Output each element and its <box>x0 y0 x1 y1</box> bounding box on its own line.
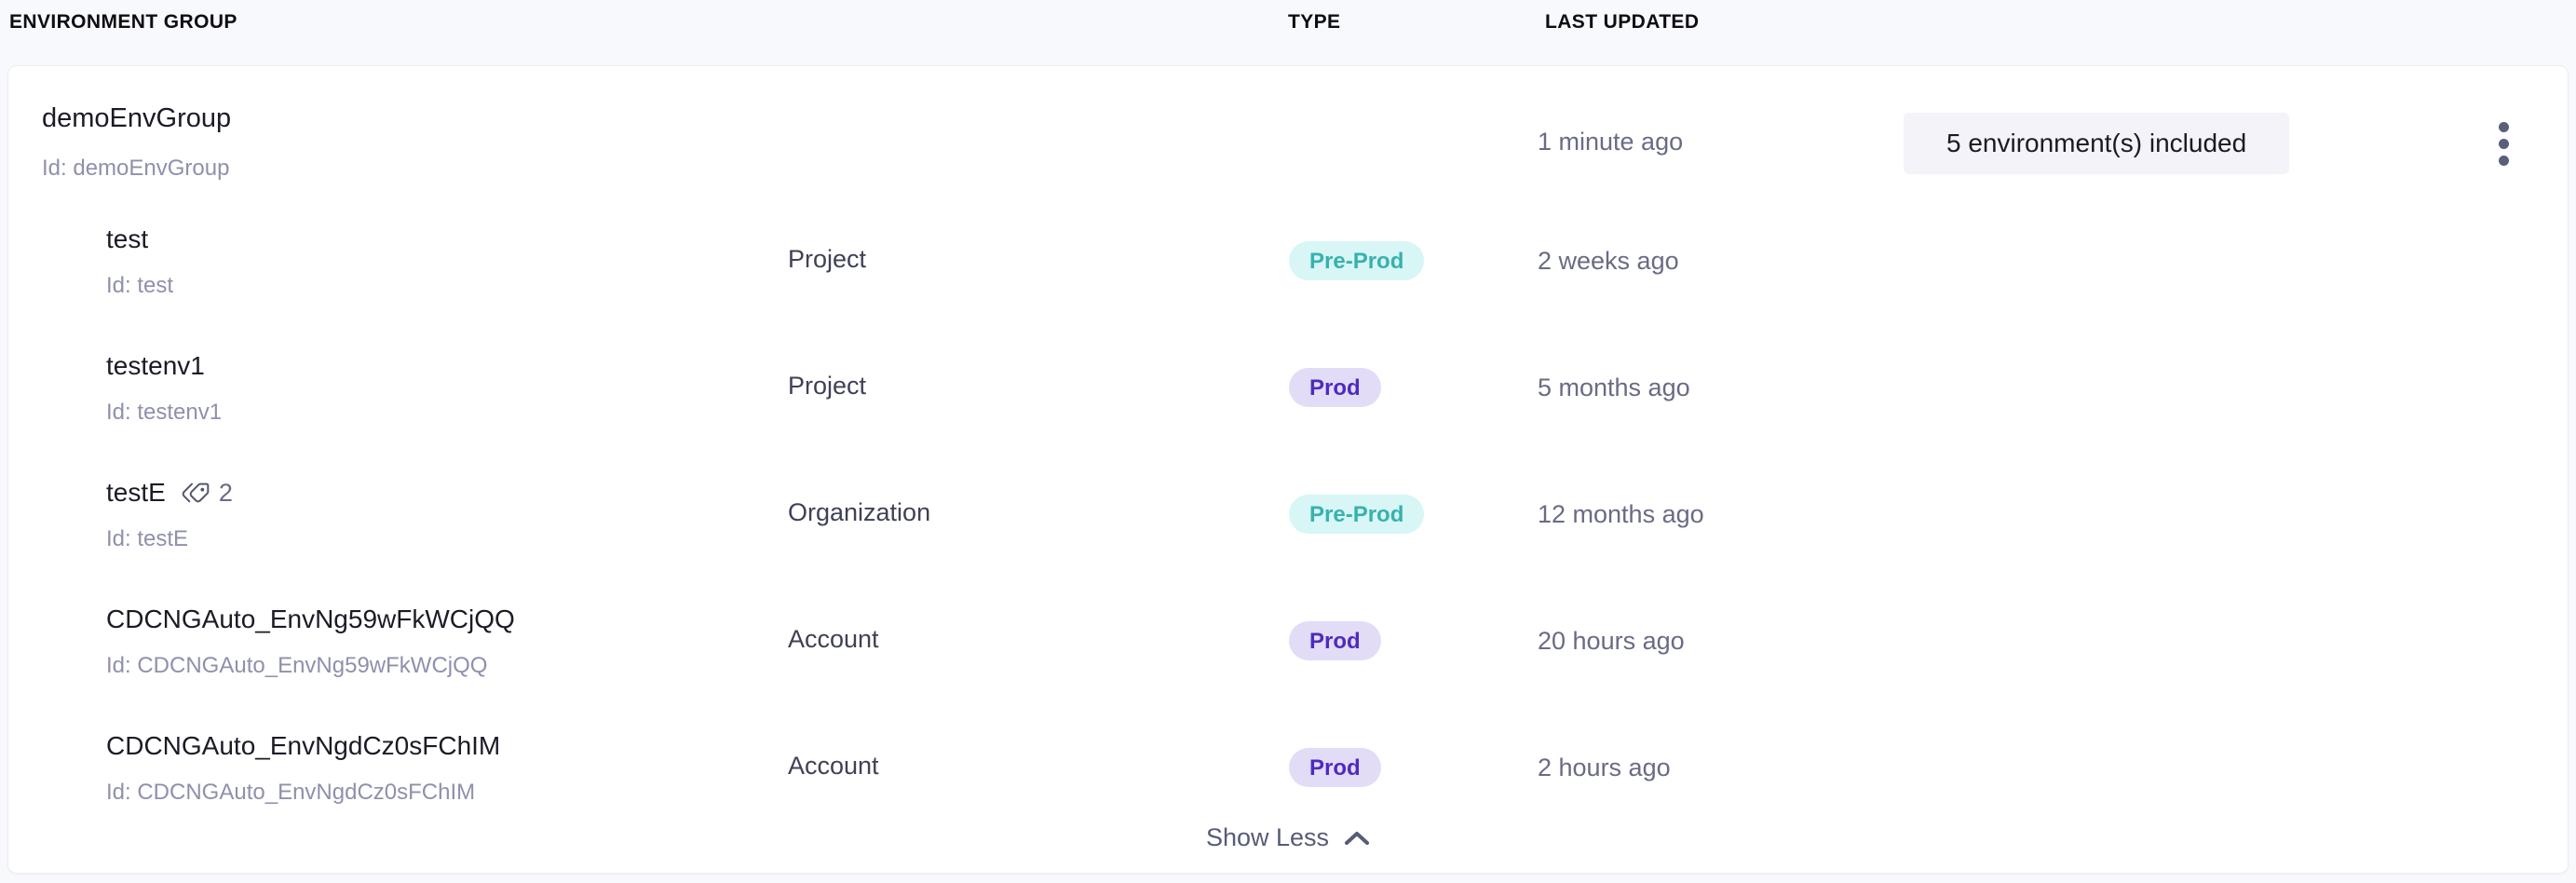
environment-row[interactable]: testenv1 Id: testenv1 Project Prod 5 mon… <box>8 334 2568 461</box>
environment-last-updated: 2 weeks ago <box>1538 247 1679 275</box>
column-header-environment-group: ENVIRONMENT GROUP <box>9 11 237 33</box>
env-type-badge: Prod <box>1289 368 1381 407</box>
environment-name: testenv1 <box>106 351 205 380</box>
environment-name: CDCNGAuto_EnvNgdCz0sFChIM <box>106 731 501 760</box>
environment-scope: Organization <box>788 498 931 526</box>
environment-scope: Account <box>788 625 879 653</box>
environment-id: Id: testenv1 <box>106 400 223 425</box>
environment-row[interactable]: CDCNGAuto_EnvNgdCz0sFChIM Id: CDCNGAuto_… <box>8 714 2568 841</box>
environment-id: Id: test <box>106 273 174 298</box>
environment-group-name: demoEnvGroup <box>42 103 232 133</box>
kebab-menu-icon[interactable] <box>2478 116 2529 170</box>
environment-id: Id: CDCNGAuto_EnvNg59wFkWCjQQ <box>106 653 488 678</box>
column-header-last-updated: LAST UPDATED <box>1545 11 1700 33</box>
environment-last-updated: 12 months ago <box>1538 500 1704 528</box>
environment-row[interactable]: testE 2 Id: testE Organization Pre-Prod … <box>8 461 2568 588</box>
env-type-badge: Pre-Prod <box>1289 241 1425 280</box>
environment-last-updated: 5 months ago <box>1538 374 1690 401</box>
environment-group-id: Id: demoEnvGroup <box>42 156 230 181</box>
environment-group-row[interactable]: demoEnvGroup Id: demoEnvGroup 1 minute a… <box>8 66 2568 206</box>
kebab-dot <box>2498 155 2509 166</box>
env-type-badge: Prod <box>1289 621 1381 660</box>
env-type-badge: Prod <box>1289 748 1381 787</box>
environment-name: test <box>106 224 149 253</box>
show-less-button[interactable]: Show Less <box>1200 822 1376 853</box>
environment-id: Id: CDCNGAuto_EnvNgdCz0sFChIM <box>106 780 476 805</box>
environments-included-button[interactable]: 5 environment(s) included <box>1904 113 2290 174</box>
environment-name: testE 2 <box>106 478 233 508</box>
kebab-dot <box>2498 121 2509 132</box>
column-header-type: TYPE <box>1288 11 1341 33</box>
show-less-label: Show Less <box>1205 823 1330 851</box>
environment-id: Id: testE <box>106 526 189 551</box>
environment-name: CDCNGAuto_EnvNg59wFkWCjQQ <box>106 605 515 633</box>
table-header: ENVIRONMENT GROUP TYPE LAST UPDATED <box>0 0 2576 60</box>
environment-group-card: demoEnvGroup Id: demoEnvGroup 1 minute a… <box>7 65 2569 874</box>
environment-scope: Project <box>788 372 867 400</box>
environment-row[interactable]: CDCNGAuto_EnvNg59wFkWCjQQ Id: CDCNGAuto_… <box>8 588 2568 714</box>
tags-count-badge: 2 <box>181 478 233 508</box>
environment-scope: Account <box>788 752 879 780</box>
tags-icon <box>182 482 210 503</box>
environment-last-updated: 2 hours ago <box>1538 754 1671 781</box>
env-type-badge: Pre-Prod <box>1289 495 1425 534</box>
tags-count: 2 <box>218 478 233 507</box>
environment-name-text: testE <box>106 478 166 507</box>
footer-row: Show Less <box>8 822 2568 853</box>
environment-last-updated: 20 hours ago <box>1538 627 1685 655</box>
environment-scope: Project <box>788 245 867 273</box>
chevron-up-icon <box>1345 831 1370 845</box>
kebab-dot <box>2498 138 2509 149</box>
environment-group-last-updated: 1 minute ago <box>1538 128 1684 156</box>
environment-row[interactable]: test Id: test Project Pre-Prod 2 weeks a… <box>8 208 2568 334</box>
